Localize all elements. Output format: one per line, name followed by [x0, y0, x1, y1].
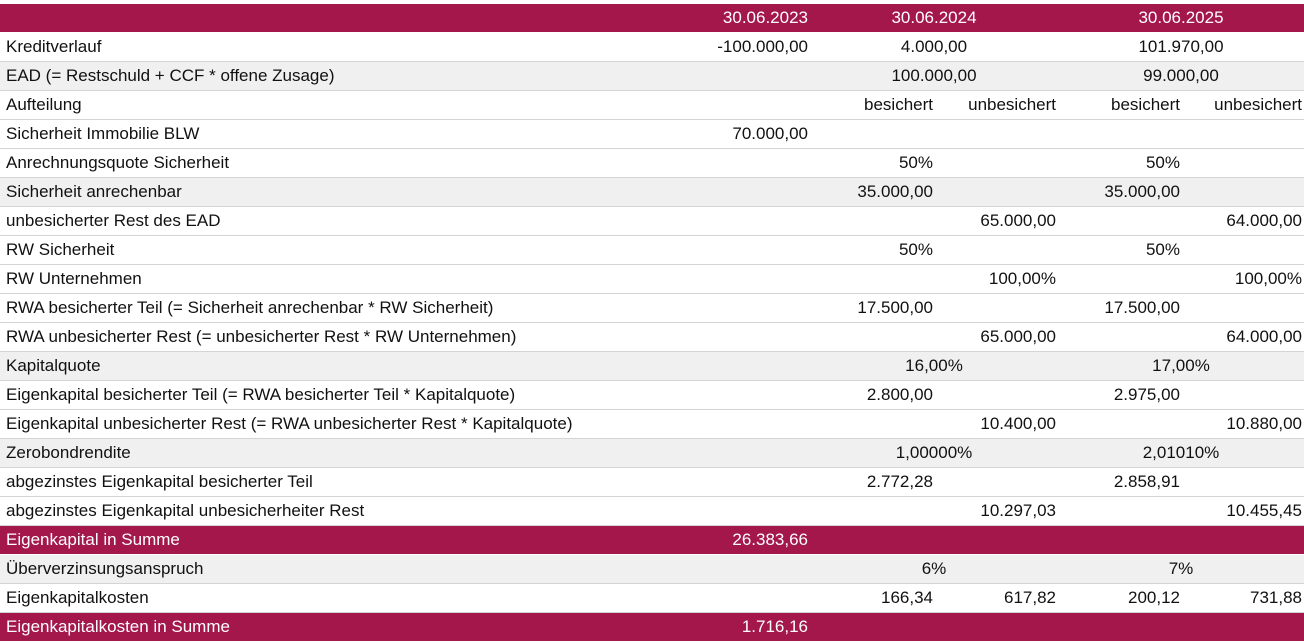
- value-cell: 17.500,00: [1104, 298, 1180, 317]
- value-cell: 10.880,00: [1226, 414, 1302, 433]
- row-label: RWA besicherter Teil (= Sicherheit anrec…: [6, 298, 494, 317]
- value-cell: besichert: [1111, 95, 1180, 114]
- row-label: Eigenkapital besicherter Teil (= RWA bes…: [6, 385, 516, 404]
- value-cell: 4.000,00: [900, 37, 968, 56]
- value-cell: unbesichert: [968, 95, 1056, 114]
- table-row: Eigenkapital in Summe 26.383,66: [0, 526, 1304, 555]
- date-header: 30.06.2025: [1138, 8, 1224, 27]
- value-cell: 731,88: [1250, 588, 1302, 607]
- table-row: Eigenkapitalkosten 166,34 617,82 200,12 731,…: [0, 584, 1304, 613]
- value-cell: unbesichert: [1214, 95, 1302, 114]
- value-cell: 65.000,00: [980, 211, 1056, 230]
- table-row: abgezinstes Eigenkapital unbesicherheite…: [0, 497, 1304, 526]
- row-label: abgezinstes Eigenkapital unbesicherheite…: [6, 501, 365, 520]
- value-cell: 10.400,00: [980, 414, 1056, 433]
- row-label: Sicherheit anrechenbar: [6, 182, 182, 201]
- table-row: Eigenkapital unbesicherter Rest (= RWA u…: [0, 410, 1304, 439]
- table-row: Eigenkapital besicherter Teil (= RWA bes…: [0, 381, 1304, 410]
- value-cell: 65.000,00: [980, 327, 1056, 346]
- value-cell: 6%: [921, 559, 947, 578]
- row-label: abgezinstes Eigenkapital besicherter Tei…: [6, 472, 313, 491]
- value-cell: 100,00%: [988, 269, 1056, 288]
- value-cell: 64.000,00: [1226, 327, 1302, 346]
- value-cell: 50%: [898, 240, 933, 259]
- value-cell: 7%: [1168, 559, 1194, 578]
- value-cell: besichert: [864, 95, 933, 114]
- row-label: RW Sicherheit: [6, 240, 115, 259]
- table-row: RW Sicherheit 50% 50%: [0, 236, 1304, 265]
- row-label: RWA unbesicherter Rest (= unbesicherter …: [6, 327, 517, 346]
- table-row: Aufteilung besichert unbesichert besichert u…: [0, 91, 1304, 120]
- row-label: Aufteilung: [6, 95, 82, 114]
- table-row: Überverzinsungsanspruch 6% 7%: [0, 555, 1304, 584]
- value-cell: 17,00%: [1152, 356, 1210, 375]
- table-row: unbesicherter Rest des EAD 65.000,00 64.00…: [0, 207, 1304, 236]
- value-cell: 2.772,28: [866, 472, 933, 491]
- header-row: 30.06.2023 30.06.2024 30.06.2025: [0, 4, 1304, 33]
- row-label: Zerobondrendite: [6, 443, 131, 462]
- date-header: 30.06.2024: [891, 8, 977, 27]
- row-label: Kapitalquote: [6, 356, 101, 375]
- value-cell: 200,12: [1128, 588, 1180, 607]
- value-cell: 1.716,16: [741, 617, 808, 636]
- value-cell: 50%: [1145, 153, 1180, 172]
- value-cell: 70.000,00: [732, 124, 808, 143]
- row-label: Sicherheit Immobilie BLW: [6, 124, 200, 143]
- value-cell: 2.800,00: [866, 385, 933, 404]
- value-cell: -100.000,00: [717, 37, 808, 56]
- value-cell: 17.500,00: [857, 298, 933, 317]
- value-cell: 64.000,00: [1226, 211, 1302, 230]
- value-cell: 2.975,00: [1113, 385, 1180, 404]
- value-cell: 100.000,00: [891, 66, 977, 85]
- table-row: Zerobondrendite 1,00000% 2,01010%: [0, 439, 1304, 468]
- row-label: Eigenkapital unbesicherter Rest (= RWA u…: [6, 414, 573, 433]
- value-cell: 100,00%: [1234, 269, 1302, 288]
- row-label: unbesicherter Rest des EAD: [6, 211, 221, 230]
- value-cell: 10.455,45: [1226, 501, 1302, 520]
- row-label: Eigenkapitalkosten: [6, 588, 149, 607]
- row-label: EAD (= Restschuld + CCF * offene Zusage): [6, 66, 335, 85]
- value-cell: 35.000,00: [1104, 182, 1180, 201]
- value-cell: 50%: [1145, 240, 1180, 259]
- table-row: RW Unternehmen 100,00% 100,00%: [0, 265, 1304, 294]
- table-row: Eigenkapitalkosten in Summe 1.716,16: [0, 613, 1304, 642]
- value-cell: 26.383,66: [732, 530, 808, 549]
- value-cell: 2.858,91: [1113, 472, 1180, 491]
- value-cell: 617,82: [1004, 588, 1056, 607]
- row-label: Eigenkapitalkosten in Summe: [6, 617, 230, 636]
- row-label: Kreditverlauf: [6, 37, 102, 56]
- table-row: Kapitalquote 16,00% 17,00%: [0, 352, 1304, 381]
- row-label: Überverzinsungsanspruch: [6, 559, 204, 578]
- table-row: EAD (= Restschuld + CCF * offene Zusage)…: [0, 62, 1304, 91]
- row-label: RW Unternehmen: [6, 269, 142, 288]
- table-row: Sicherheit anrechenbar 35.000,00 35.000,00: [0, 178, 1304, 207]
- row-label: Eigenkapital in Summe: [6, 530, 180, 549]
- table-row: Sicherheit Immobilie BLW 70.000,00: [0, 120, 1304, 149]
- table-row: RWA unbesicherter Rest (= unbesicherter …: [0, 323, 1304, 352]
- value-cell: 2,01010%: [1142, 443, 1220, 462]
- value-cell: 101.970,00: [1138, 37, 1224, 56]
- date-header: 30.06.2023: [722, 8, 808, 27]
- table-row: abgezinstes Eigenkapital besicherter Tei…: [0, 468, 1304, 497]
- value-cell: 99.000,00: [1143, 66, 1219, 85]
- value-cell: 35.000,00: [857, 182, 933, 201]
- table-row: RWA besicherter Teil (= Sicherheit anrec…: [0, 294, 1304, 323]
- row-label: Anrechnungsquote Sicherheit: [6, 153, 230, 172]
- value-cell: 16,00%: [905, 356, 963, 375]
- value-cell: 10.297,03: [980, 501, 1056, 520]
- table-row: Kreditverlauf -100.000,00 4.000,00 101.970,…: [0, 33, 1304, 62]
- value-cell: 1,00000%: [895, 443, 973, 462]
- value-cell: 50%: [898, 153, 933, 172]
- table-row: Anrechnungsquote Sicherheit 50% 50%: [0, 149, 1304, 178]
- value-cell: 166,34: [881, 588, 933, 607]
